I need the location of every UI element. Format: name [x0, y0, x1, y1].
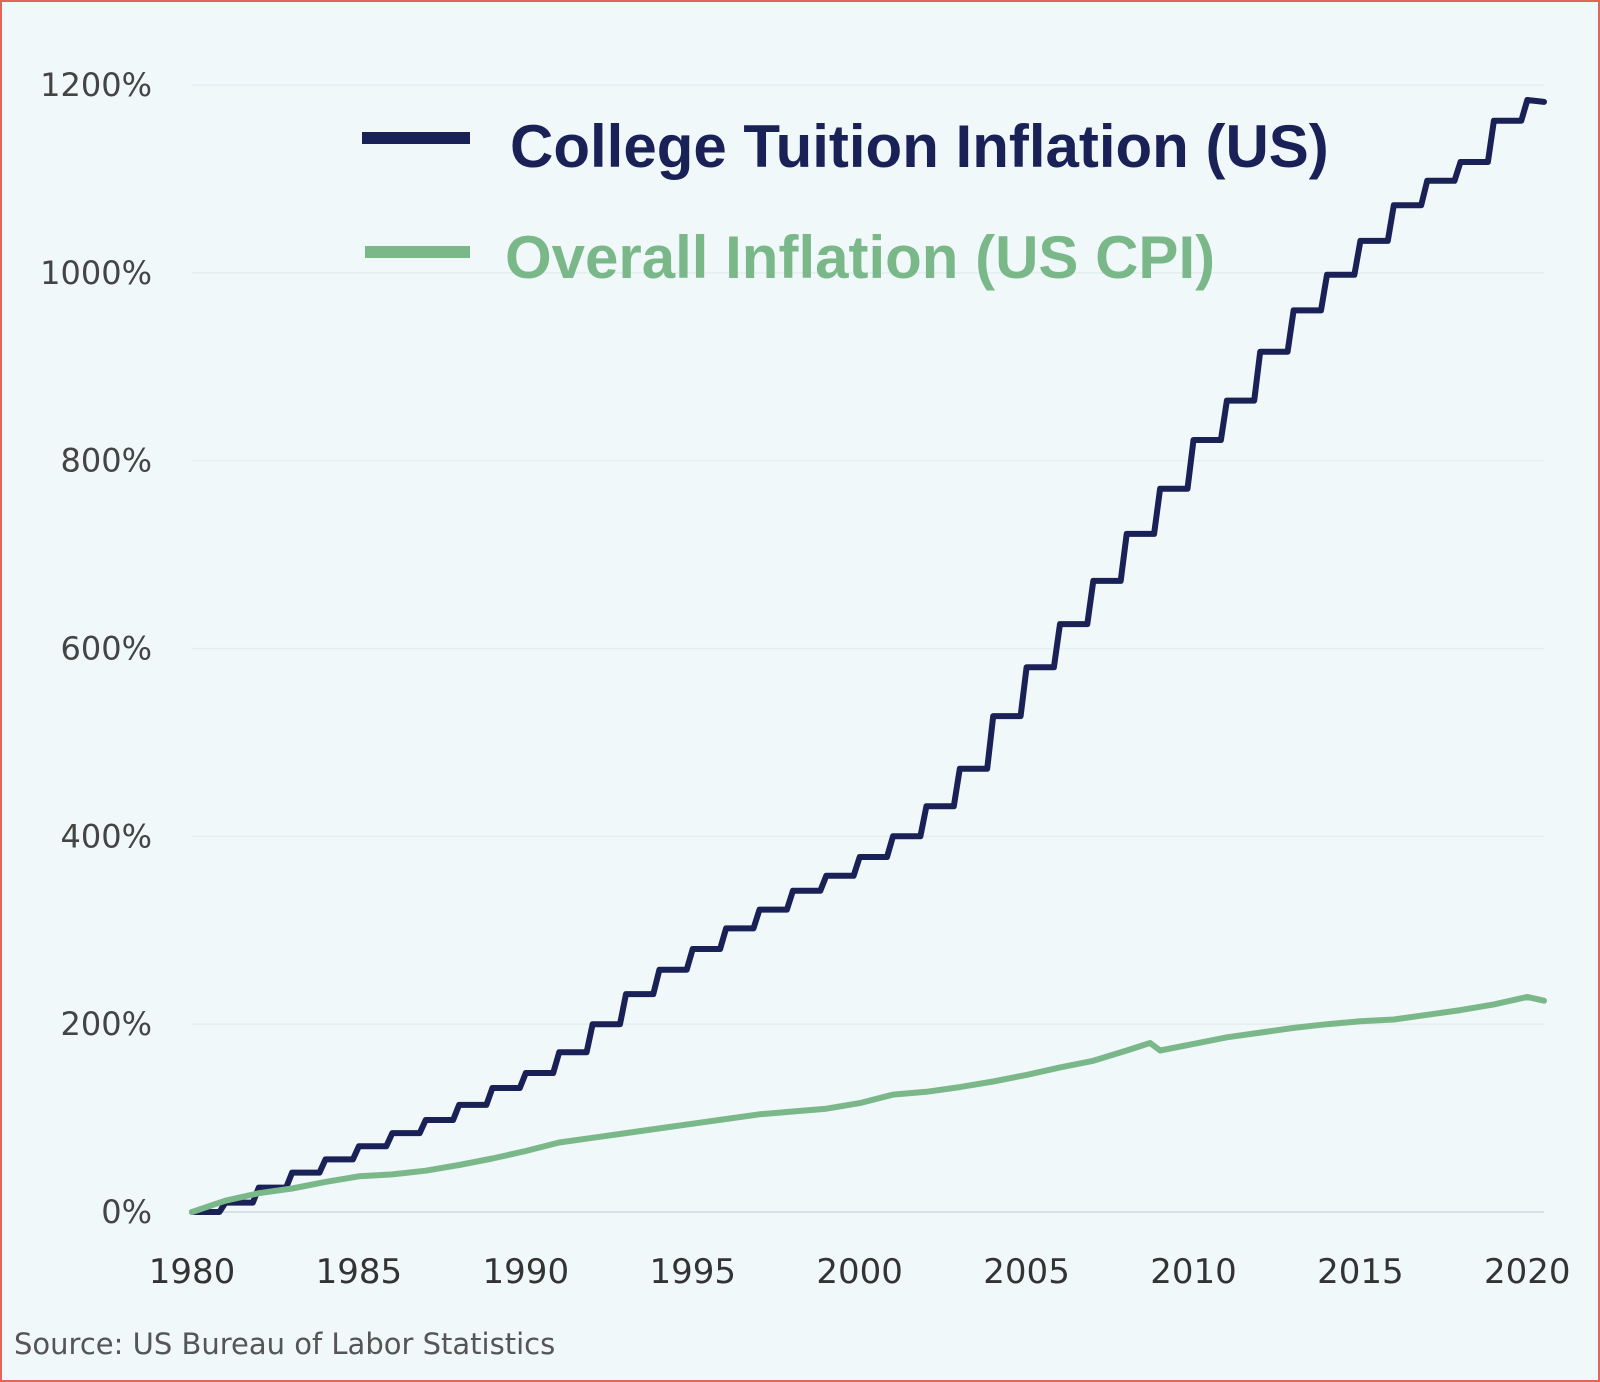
x-tick-label: 2010 [1150, 1252, 1237, 1292]
x-axis-tick-labels: 1980 1985 1990 1995 2000 2005 2010 2015 2020 [149, 1252, 1571, 1292]
y-axis-tick-labels: 0% 200% 400% 600% 800% 1000% 1200% [40, 66, 152, 1231]
gridlines [192, 84, 1544, 1213]
legend: College Tuition Inflation (US) Overall I… [362, 113, 1329, 291]
y-tick-label: 1000% [40, 254, 152, 292]
legend-label-overall-inflation: Overall Inflation (US CPI) [505, 224, 1215, 291]
series-line-overall-inflation [189, 993, 1547, 1215]
x-tick-label: 1980 [149, 1252, 236, 1292]
y-tick-label: 400% [61, 817, 152, 855]
legend-swatch-overall-inflation [365, 246, 470, 258]
source-note: Source: US Bureau of Labor Statistics [14, 1327, 555, 1361]
series-line-college-tuition [189, 97, 1547, 1215]
x-tick-label: 2015 [1317, 1252, 1404, 1292]
y-tick-label: 800% [61, 442, 152, 480]
y-tick-label: 0% [101, 1193, 152, 1231]
legend-label-college-tuition: College Tuition Inflation (US) [510, 113, 1329, 180]
x-tick-label: 2000 [816, 1252, 903, 1292]
y-tick-label: 600% [61, 630, 152, 668]
x-tick-label: 2020 [1484, 1252, 1571, 1292]
y-tick-label: 200% [61, 1005, 152, 1043]
x-tick-label: 1985 [316, 1252, 403, 1292]
legend-swatch-college-tuition [362, 132, 470, 144]
x-tick-label: 1990 [483, 1252, 570, 1292]
y-tick-label: 1200% [40, 66, 152, 104]
series-lines [189, 97, 1547, 1215]
x-tick-label: 2005 [983, 1252, 1070, 1292]
x-tick-label: 1995 [649, 1252, 736, 1292]
